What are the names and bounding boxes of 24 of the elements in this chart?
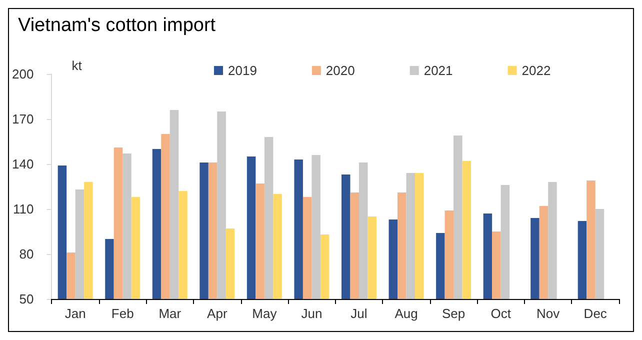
- legend-label: 2019: [228, 63, 257, 78]
- x-tick-label: Jul: [350, 306, 368, 321]
- chart-title: Vietnam's cotton import: [18, 15, 216, 36]
- x-tick-label: Nov: [536, 306, 560, 321]
- x-tick-label: Jun: [301, 306, 322, 321]
- x-tick-label: Dec: [584, 306, 608, 321]
- x-tick-label: May: [252, 306, 278, 321]
- y-tick-label: 170: [12, 112, 34, 126]
- y-axis-title: kt: [72, 58, 82, 73]
- x-tick-label: Sep: [442, 306, 466, 321]
- x-tick-label: Jan: [64, 306, 86, 321]
- legend-label: 2022: [522, 63, 551, 78]
- y-tick-label: 80: [19, 246, 34, 262]
- y-tick-label: 50: [19, 292, 34, 306]
- y-tick-label: 110: [12, 202, 34, 216]
- legend-label: 2020: [326, 63, 355, 78]
- x-tick-label: Feb: [111, 306, 134, 321]
- y-tick-label: 200: [12, 66, 34, 82]
- legend-label: 2021: [424, 63, 453, 78]
- x-tick-label: Apr: [207, 306, 228, 321]
- x-tick-label: Aug: [394, 306, 418, 321]
- x-tick-label: Mar: [158, 306, 182, 321]
- x-tick-label: Oct: [490, 306, 512, 321]
- y-tick-label: 140: [12, 156, 34, 172]
